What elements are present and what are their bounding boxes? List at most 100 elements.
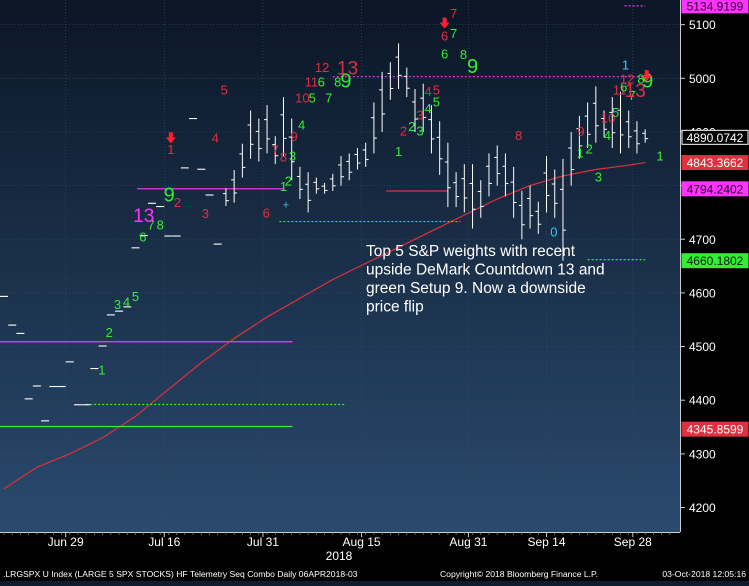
demark-count-label: 1 bbox=[656, 148, 663, 163]
footer-left: .LRGSPX U Index (LARGE 5 SPX STOCKS) HF … bbox=[3, 569, 358, 579]
demark-count-label: 9 bbox=[291, 129, 298, 144]
demark-count-label: 4 bbox=[425, 101, 432, 116]
demark-count-label: 9 bbox=[164, 185, 175, 207]
demark-count-label: 10 bbox=[295, 90, 309, 105]
price-tag-box bbox=[681, 253, 749, 269]
demark-count-label: 7 bbox=[628, 88, 635, 103]
annotation-text: Top 5 S&P weights with recent upside DeMa… bbox=[366, 243, 605, 316]
price-tag-label: 5134.9199 bbox=[687, 0, 744, 13]
moving-average-layer bbox=[3, 161, 646, 490]
price-tag-box bbox=[681, 129, 749, 145]
demark-count-label: 2 bbox=[400, 124, 407, 139]
demark-count-label: 4 bbox=[604, 128, 611, 143]
demark-count-label: 9 bbox=[577, 124, 584, 139]
demark-count-label: 9 bbox=[642, 70, 653, 92]
demark-count-label: 3 bbox=[416, 124, 423, 139]
demark-count-label: 6 bbox=[263, 205, 270, 220]
demark-count-label: 13 bbox=[133, 206, 154, 227]
demark-count-label: 4 bbox=[425, 84, 432, 99]
annotation-line: Top 5 S&P weights with recent bbox=[366, 243, 576, 260]
demark-count-label: 6 bbox=[318, 74, 325, 89]
demark-count-label: 13 bbox=[625, 81, 646, 102]
price-bars bbox=[0, 43, 649, 422]
demark-count-label: 7 bbox=[272, 142, 279, 157]
demark-count-label: 8 bbox=[280, 149, 287, 164]
price-tag-label: 4890.0742 bbox=[687, 131, 744, 145]
demark-count-label: 6 bbox=[620, 80, 627, 95]
demark-count-label: 13 bbox=[337, 59, 358, 80]
axis-background bbox=[680, 0, 749, 581]
x-tick-label: Aug 15 bbox=[343, 535, 381, 549]
price-tag-label: 4794.2402 bbox=[687, 182, 744, 196]
y-tick-label: 4700 bbox=[689, 233, 716, 247]
demark-count-label: 3 bbox=[289, 148, 296, 163]
price-tag-box bbox=[681, 0, 749, 14]
x-tick-label: Aug 31 bbox=[449, 535, 487, 549]
demark-count-label: 7 bbox=[325, 90, 332, 105]
demark-count-label: 8 bbox=[334, 74, 341, 89]
demark-count-label: 12 bbox=[620, 72, 634, 87]
demark-count-label: 9 bbox=[340, 70, 351, 92]
demark-count-label: 10 bbox=[601, 110, 615, 125]
demark-count-label: 4 bbox=[298, 117, 305, 132]
demark-count-label: 11 bbox=[613, 82, 627, 97]
demark-count-label: 8 bbox=[515, 128, 522, 143]
sell-arrow-icon bbox=[439, 17, 450, 29]
footer-right: 03-Oct-2018 12:05:16 bbox=[662, 569, 746, 579]
demark-count-label: 1 bbox=[280, 179, 287, 194]
annotation-line: upside DeMark Countdown 13 and bbox=[366, 262, 605, 279]
demark-count-label: 8 bbox=[637, 72, 644, 87]
demark-count-label: 1 bbox=[98, 362, 105, 377]
y-tick-label: 4400 bbox=[689, 394, 716, 408]
x-tick-label: Sep 28 bbox=[614, 535, 652, 549]
demark-count-label: 1 bbox=[622, 58, 629, 73]
demark-count-label: 8 bbox=[460, 47, 467, 62]
x-tick-label: Jun 29 bbox=[48, 535, 84, 549]
year-label: 2018 bbox=[326, 549, 353, 563]
demark-count-label: 2 bbox=[586, 141, 593, 156]
demark-count-label: 7 bbox=[450, 6, 457, 21]
demark-count-label: 7 bbox=[450, 26, 457, 41]
x-axis: Jun 29 Jul 16 Jul 31 Aug 15 Aug 31 Sep 14 Sep … bbox=[0, 532, 680, 549]
annotation-line: green Setup 9. Now a downside bbox=[366, 280, 586, 297]
x-tick-label: Jul 16 bbox=[148, 535, 180, 549]
y-tick-label: 5000 bbox=[689, 72, 716, 86]
x-tick-label: Sep 14 bbox=[527, 535, 565, 549]
price-tag-label: 4660.1802 bbox=[687, 254, 744, 268]
demark-count-label: 4 bbox=[212, 131, 219, 146]
plot-background bbox=[0, 0, 680, 532]
demark-count-label: 5 bbox=[433, 82, 440, 97]
demark-count-label: 5 bbox=[612, 105, 619, 120]
footer-center: Copyright© 2018 Bloomberg Finance L.P. bbox=[440, 569, 598, 579]
demark-count-label: 2 bbox=[408, 119, 415, 134]
price-tags: 5134.9199 4890.0742 4843.3662 4794.2402 4660… bbox=[681, 0, 749, 437]
demark-count-label: 12 bbox=[315, 60, 329, 75]
demark-count-label: 3 bbox=[114, 297, 121, 312]
demark-count-label: 6 bbox=[441, 46, 448, 61]
demark-count-label: 7 bbox=[148, 218, 155, 233]
demark-count-label: 8 bbox=[157, 218, 164, 233]
demark-count-label: 5 bbox=[309, 90, 316, 105]
demark-count-label: 5 bbox=[433, 95, 440, 110]
demark-count-label: 2 bbox=[106, 325, 113, 340]
y-tick-label: 4200 bbox=[689, 501, 716, 515]
price-tag-box bbox=[681, 421, 749, 437]
demark-count-label: 3 bbox=[202, 206, 209, 221]
y-tick-label: 5100 bbox=[689, 18, 716, 32]
demark-count-label: 1 bbox=[577, 146, 584, 161]
y-tick-label: 4600 bbox=[689, 286, 716, 300]
demark-count-label: 2 bbox=[174, 195, 181, 210]
gridlines bbox=[0, 0, 680, 532]
demark-count-label: + bbox=[283, 200, 289, 212]
demark-count-label: 2 bbox=[285, 174, 292, 189]
demark-count-label: 6 bbox=[441, 29, 448, 44]
y-tick-label: 4300 bbox=[689, 447, 716, 461]
price-tag-label: 4843.3662 bbox=[687, 156, 744, 170]
x-tick-label: Jul 31 bbox=[247, 535, 279, 549]
sell-arrows bbox=[165, 17, 652, 144]
demark-count-label: 5 bbox=[221, 82, 228, 97]
demark-count-label: 3 bbox=[595, 169, 602, 184]
demark-count-label: 4 bbox=[123, 294, 130, 309]
